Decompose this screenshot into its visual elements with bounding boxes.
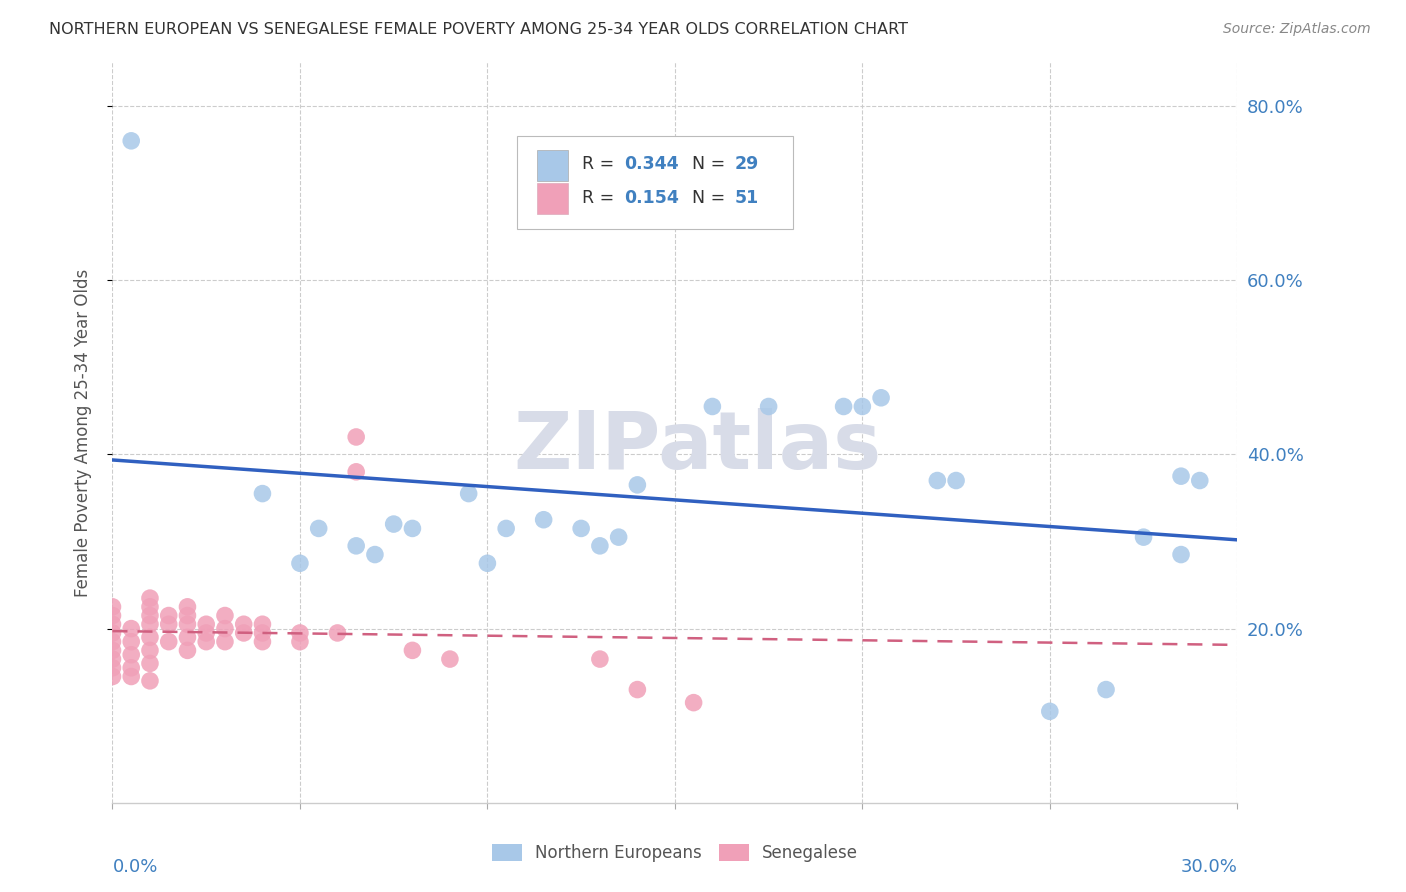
Point [176,608,198,623]
Text: 0.154: 0.154 [624,189,679,207]
Point [495,521,517,535]
Point [139,630,162,644]
Point [758,400,780,414]
Text: 29: 29 [734,155,759,173]
Point [401,521,423,535]
Point [252,626,274,640]
Text: R =: R = [582,189,619,207]
Point [288,634,311,648]
Point [589,539,612,553]
Point [533,513,555,527]
Text: Source: ZipAtlas.com: Source: ZipAtlas.com [1223,22,1371,37]
Text: N =: N = [692,189,731,207]
Point [139,617,162,632]
Point [682,696,704,710]
Point [120,634,142,648]
Point [139,599,162,614]
Point [626,478,648,492]
Text: NORTHERN EUROPEAN VS SENEGALESE FEMALE POVERTY AMONG 25-34 YEAR OLDS CORRELATION: NORTHERN EUROPEAN VS SENEGALESE FEMALE P… [49,22,908,37]
Point [607,530,630,544]
Text: R =: R = [582,155,619,173]
Point [457,486,479,500]
Point [120,622,142,636]
Point [139,643,162,657]
Point [176,617,198,632]
Point [344,430,367,444]
Point [364,548,387,562]
Text: N =: N = [692,155,731,173]
Point [176,630,198,644]
Point [101,608,124,623]
Point [569,521,592,535]
Point [1039,704,1062,718]
Point [945,474,967,488]
Point [176,599,198,614]
Point [1132,530,1154,544]
Point [139,657,162,671]
Point [382,517,405,532]
Point [252,634,274,648]
Point [176,643,198,657]
Point [157,608,180,623]
Point [439,652,461,666]
Point [589,652,612,666]
Point [252,617,274,632]
Point [101,669,124,683]
Point [139,673,162,688]
Point [702,400,724,414]
Point [832,400,855,414]
Point [195,617,218,632]
Point [232,617,254,632]
Point [232,626,254,640]
Point [252,486,274,500]
Point [1188,474,1211,488]
Text: 51: 51 [734,189,759,207]
Point [195,634,218,648]
Point [195,626,218,640]
Point [157,634,180,648]
Point [214,634,236,648]
Point [1095,682,1118,697]
Text: 30.0%: 30.0% [1181,858,1237,876]
Point [477,556,499,570]
Point [626,682,648,697]
Point [1170,548,1192,562]
Y-axis label: Female Poverty Among 25-34 Year Olds: Female Poverty Among 25-34 Year Olds [73,268,91,597]
FancyBboxPatch shape [537,150,568,181]
Point [157,617,180,632]
Point [288,626,311,640]
Point [120,661,142,675]
Point [139,591,162,606]
Legend: Northern Europeans, Senegalese: Northern Europeans, Senegalese [485,837,865,869]
Text: 0.0%: 0.0% [112,858,157,876]
Point [288,556,311,570]
Point [101,643,124,657]
Point [120,648,142,662]
Point [120,134,142,148]
Point [344,465,367,479]
Point [927,474,949,488]
Point [308,521,330,535]
Point [344,539,367,553]
Text: 0.344: 0.344 [624,155,679,173]
Point [326,626,349,640]
FancyBboxPatch shape [517,136,793,229]
Point [851,400,873,414]
Point [401,643,423,657]
Point [214,608,236,623]
Point [101,617,124,632]
Point [1170,469,1192,483]
Point [101,634,124,648]
Text: ZIPatlas: ZIPatlas [513,409,882,486]
Point [120,669,142,683]
Point [101,626,124,640]
Point [214,622,236,636]
Point [139,608,162,623]
Point [870,391,893,405]
Point [101,661,124,675]
Point [101,652,124,666]
Point [101,599,124,614]
FancyBboxPatch shape [537,183,568,214]
